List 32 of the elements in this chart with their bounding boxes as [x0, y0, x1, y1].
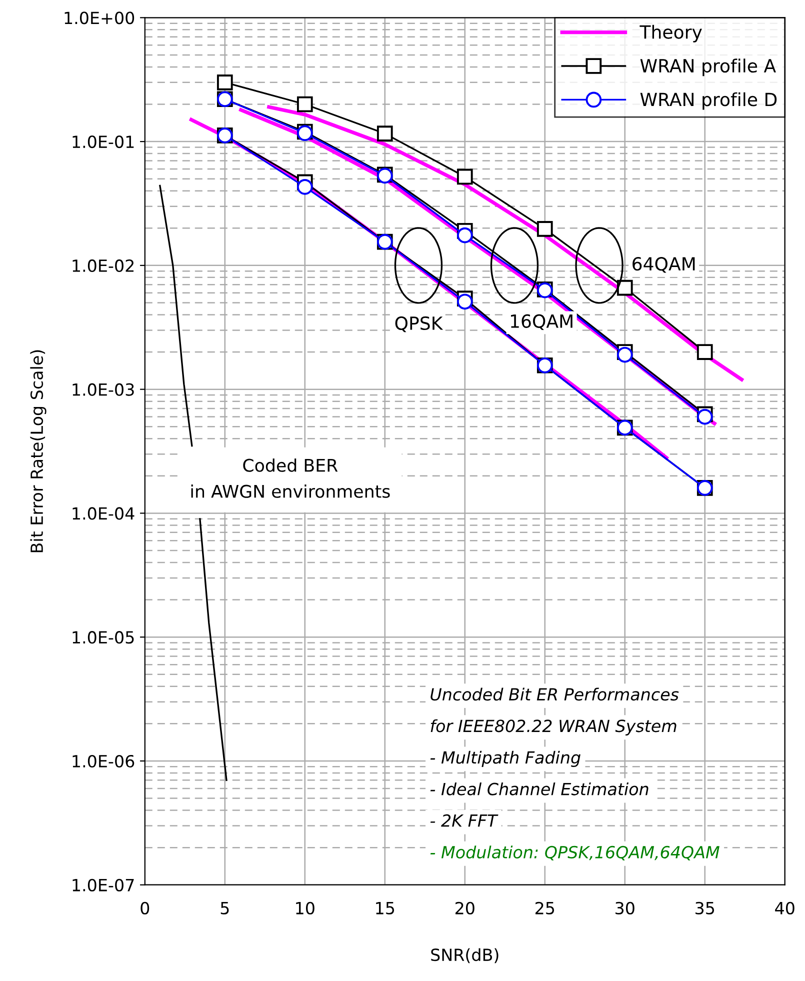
annotation: QPSK	[395, 316, 444, 332]
annotation: - Ideal Channel Estimation	[430, 782, 648, 796]
x-axis-title: SNR(dB)	[431, 948, 498, 964]
x-tick-label: 20	[456, 902, 474, 914]
x-tick-label: 25	[536, 902, 554, 914]
annotation: Coded BER in AWGN environments	[191, 458, 390, 498]
x-tick-label: 10	[296, 902, 314, 914]
legend-label: Theory	[640, 24, 702, 42]
y-tick-label: 1.0E-06	[72, 754, 134, 768]
x-tick-label: 40	[775, 902, 794, 914]
y-tick-label: 1.0E-03	[72, 383, 134, 396]
annotation: - Multipath Fading	[430, 750, 580, 768]
annotation: 64QAM	[632, 257, 695, 273]
x-tick-label: 35	[696, 902, 714, 914]
y-tick-label: 1.0E+00	[64, 12, 134, 24]
annotation: 16QAM	[510, 314, 572, 330]
legend-label: WRAN profile A	[640, 58, 776, 76]
legend-label: WRAN profile D	[640, 92, 777, 110]
y-tick-label: 1.0E-07	[72, 878, 134, 892]
annotation: - 2K FFT	[430, 814, 498, 827]
y-tick-label: 1.0E-05	[72, 631, 134, 644]
y-tick-label: 1.0E-02	[72, 259, 134, 272]
y-tick-label: 1.0E-01	[72, 136, 134, 148]
annotation: Uncoded Bit ER Performances	[430, 688, 679, 701]
x-tick-label: 0	[140, 902, 150, 914]
y-tick-label: 1.0E-04	[72, 507, 134, 520]
x-tick-label: 15	[376, 902, 394, 914]
x-tick-label: 5	[220, 902, 229, 914]
annotation: - Modulation: QPSK,16QAM,64QAM	[430, 846, 720, 860]
y-axis-title: Bit Error Rate(Log Scale)	[30, 350, 46, 552]
x-tick-label: 30	[616, 902, 634, 914]
annotation: for IEEE802.22 WRAN System	[430, 719, 676, 736]
